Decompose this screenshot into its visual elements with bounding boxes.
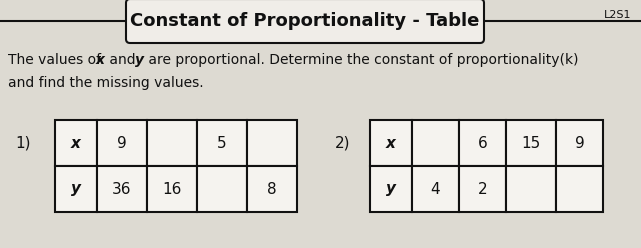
Text: 2: 2	[478, 182, 487, 196]
Text: 36: 36	[112, 182, 132, 196]
Text: 8: 8	[267, 182, 277, 196]
Text: are proportional. Determine the constant of proportionality(k): are proportional. Determine the constant…	[144, 53, 578, 67]
Bar	[506, 120, 556, 166]
Bar	[556, 166, 603, 212]
Bar	[55, 166, 97, 212]
Bar	[370, 166, 412, 212]
Bar	[147, 166, 197, 212]
Bar	[147, 120, 197, 166]
Text: 4: 4	[431, 182, 440, 196]
Bar	[197, 120, 247, 166]
Bar	[370, 120, 412, 166]
Text: x: x	[71, 135, 81, 151]
Bar	[459, 166, 506, 212]
Text: y: y	[135, 53, 144, 67]
Text: x: x	[386, 135, 396, 151]
Bar	[459, 120, 506, 166]
Bar	[556, 120, 603, 166]
Text: 9: 9	[117, 135, 127, 151]
Bar	[97, 166, 147, 212]
Text: x: x	[96, 53, 105, 67]
Bar	[97, 120, 147, 166]
Text: y: y	[386, 182, 396, 196]
Text: The values of: The values of	[8, 53, 106, 67]
Text: Constant of Proportionality - Table: Constant of Proportionality - Table	[130, 12, 479, 30]
Bar	[247, 166, 297, 212]
Text: 1): 1)	[15, 135, 31, 151]
Text: L2S1: L2S1	[603, 10, 631, 20]
Text: and: and	[105, 53, 140, 67]
Text: 9: 9	[574, 135, 585, 151]
Bar	[55, 120, 97, 166]
Bar	[412, 166, 459, 212]
Text: y: y	[71, 182, 81, 196]
Text: 5: 5	[217, 135, 227, 151]
FancyBboxPatch shape	[126, 0, 484, 43]
Bar	[506, 166, 556, 212]
Bar	[197, 166, 247, 212]
Text: 15: 15	[521, 135, 540, 151]
Bar	[412, 120, 459, 166]
Bar	[247, 120, 297, 166]
Text: 16: 16	[162, 182, 181, 196]
Text: and find the missing values.: and find the missing values.	[8, 76, 204, 90]
Text: 6: 6	[478, 135, 487, 151]
Text: 2): 2)	[335, 135, 351, 151]
